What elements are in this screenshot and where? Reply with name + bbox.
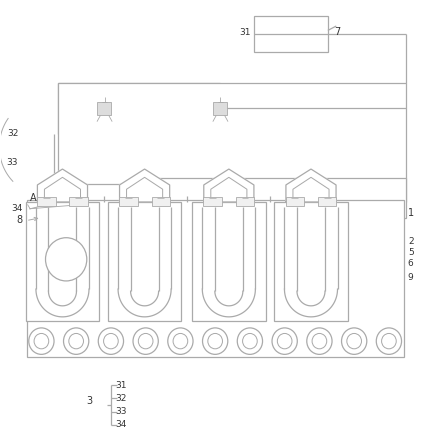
Circle shape <box>64 328 89 354</box>
Text: 3: 3 <box>86 396 92 406</box>
Text: 33: 33 <box>7 158 18 167</box>
Polygon shape <box>120 169 170 202</box>
Circle shape <box>103 333 118 349</box>
Circle shape <box>29 328 54 354</box>
Circle shape <box>138 333 153 349</box>
Circle shape <box>347 333 362 349</box>
Bar <box>285 197 304 206</box>
Bar <box>97 102 111 115</box>
Polygon shape <box>37 169 87 202</box>
Circle shape <box>173 333 188 349</box>
Bar <box>254 16 328 52</box>
Text: 32: 32 <box>115 394 126 403</box>
Circle shape <box>203 328 228 354</box>
Polygon shape <box>286 169 336 202</box>
Text: 5: 5 <box>408 248 414 258</box>
Bar <box>119 197 138 206</box>
Circle shape <box>98 328 123 354</box>
Bar <box>130 178 406 218</box>
Bar <box>58 83 220 134</box>
Text: 1: 1 <box>408 208 414 218</box>
Circle shape <box>168 328 193 354</box>
Circle shape <box>69 333 84 349</box>
Polygon shape <box>204 169 254 202</box>
Bar <box>318 197 337 206</box>
Circle shape <box>272 328 297 354</box>
Circle shape <box>45 238 87 281</box>
Text: 31: 31 <box>115 381 127 390</box>
Circle shape <box>277 333 292 349</box>
Circle shape <box>341 328 367 354</box>
Bar <box>151 197 170 206</box>
Bar <box>213 102 227 115</box>
Text: 6: 6 <box>408 259 414 269</box>
Bar <box>204 197 222 206</box>
Text: 33: 33 <box>115 407 127 416</box>
Text: 7: 7 <box>334 27 340 37</box>
Text: 2: 2 <box>408 238 413 246</box>
Bar <box>27 200 404 357</box>
Bar <box>70 197 88 206</box>
Circle shape <box>34 333 49 349</box>
Bar <box>58 83 406 202</box>
Bar <box>108 202 181 321</box>
Circle shape <box>208 333 223 349</box>
Text: 9: 9 <box>408 273 414 281</box>
Circle shape <box>382 333 396 349</box>
Text: 34: 34 <box>11 204 22 213</box>
Circle shape <box>307 328 332 354</box>
Circle shape <box>133 328 158 354</box>
Bar <box>37 197 56 206</box>
Circle shape <box>237 328 262 354</box>
Circle shape <box>376 328 402 354</box>
Text: 8: 8 <box>17 215 22 225</box>
Text: A: A <box>30 193 36 203</box>
Text: 32: 32 <box>7 129 18 138</box>
Text: 34: 34 <box>115 420 126 429</box>
Text: 31: 31 <box>240 28 251 37</box>
Bar <box>25 202 99 321</box>
Bar <box>192 202 266 321</box>
Circle shape <box>243 333 257 349</box>
Bar <box>236 197 254 206</box>
Bar <box>274 202 348 321</box>
Circle shape <box>312 333 327 349</box>
